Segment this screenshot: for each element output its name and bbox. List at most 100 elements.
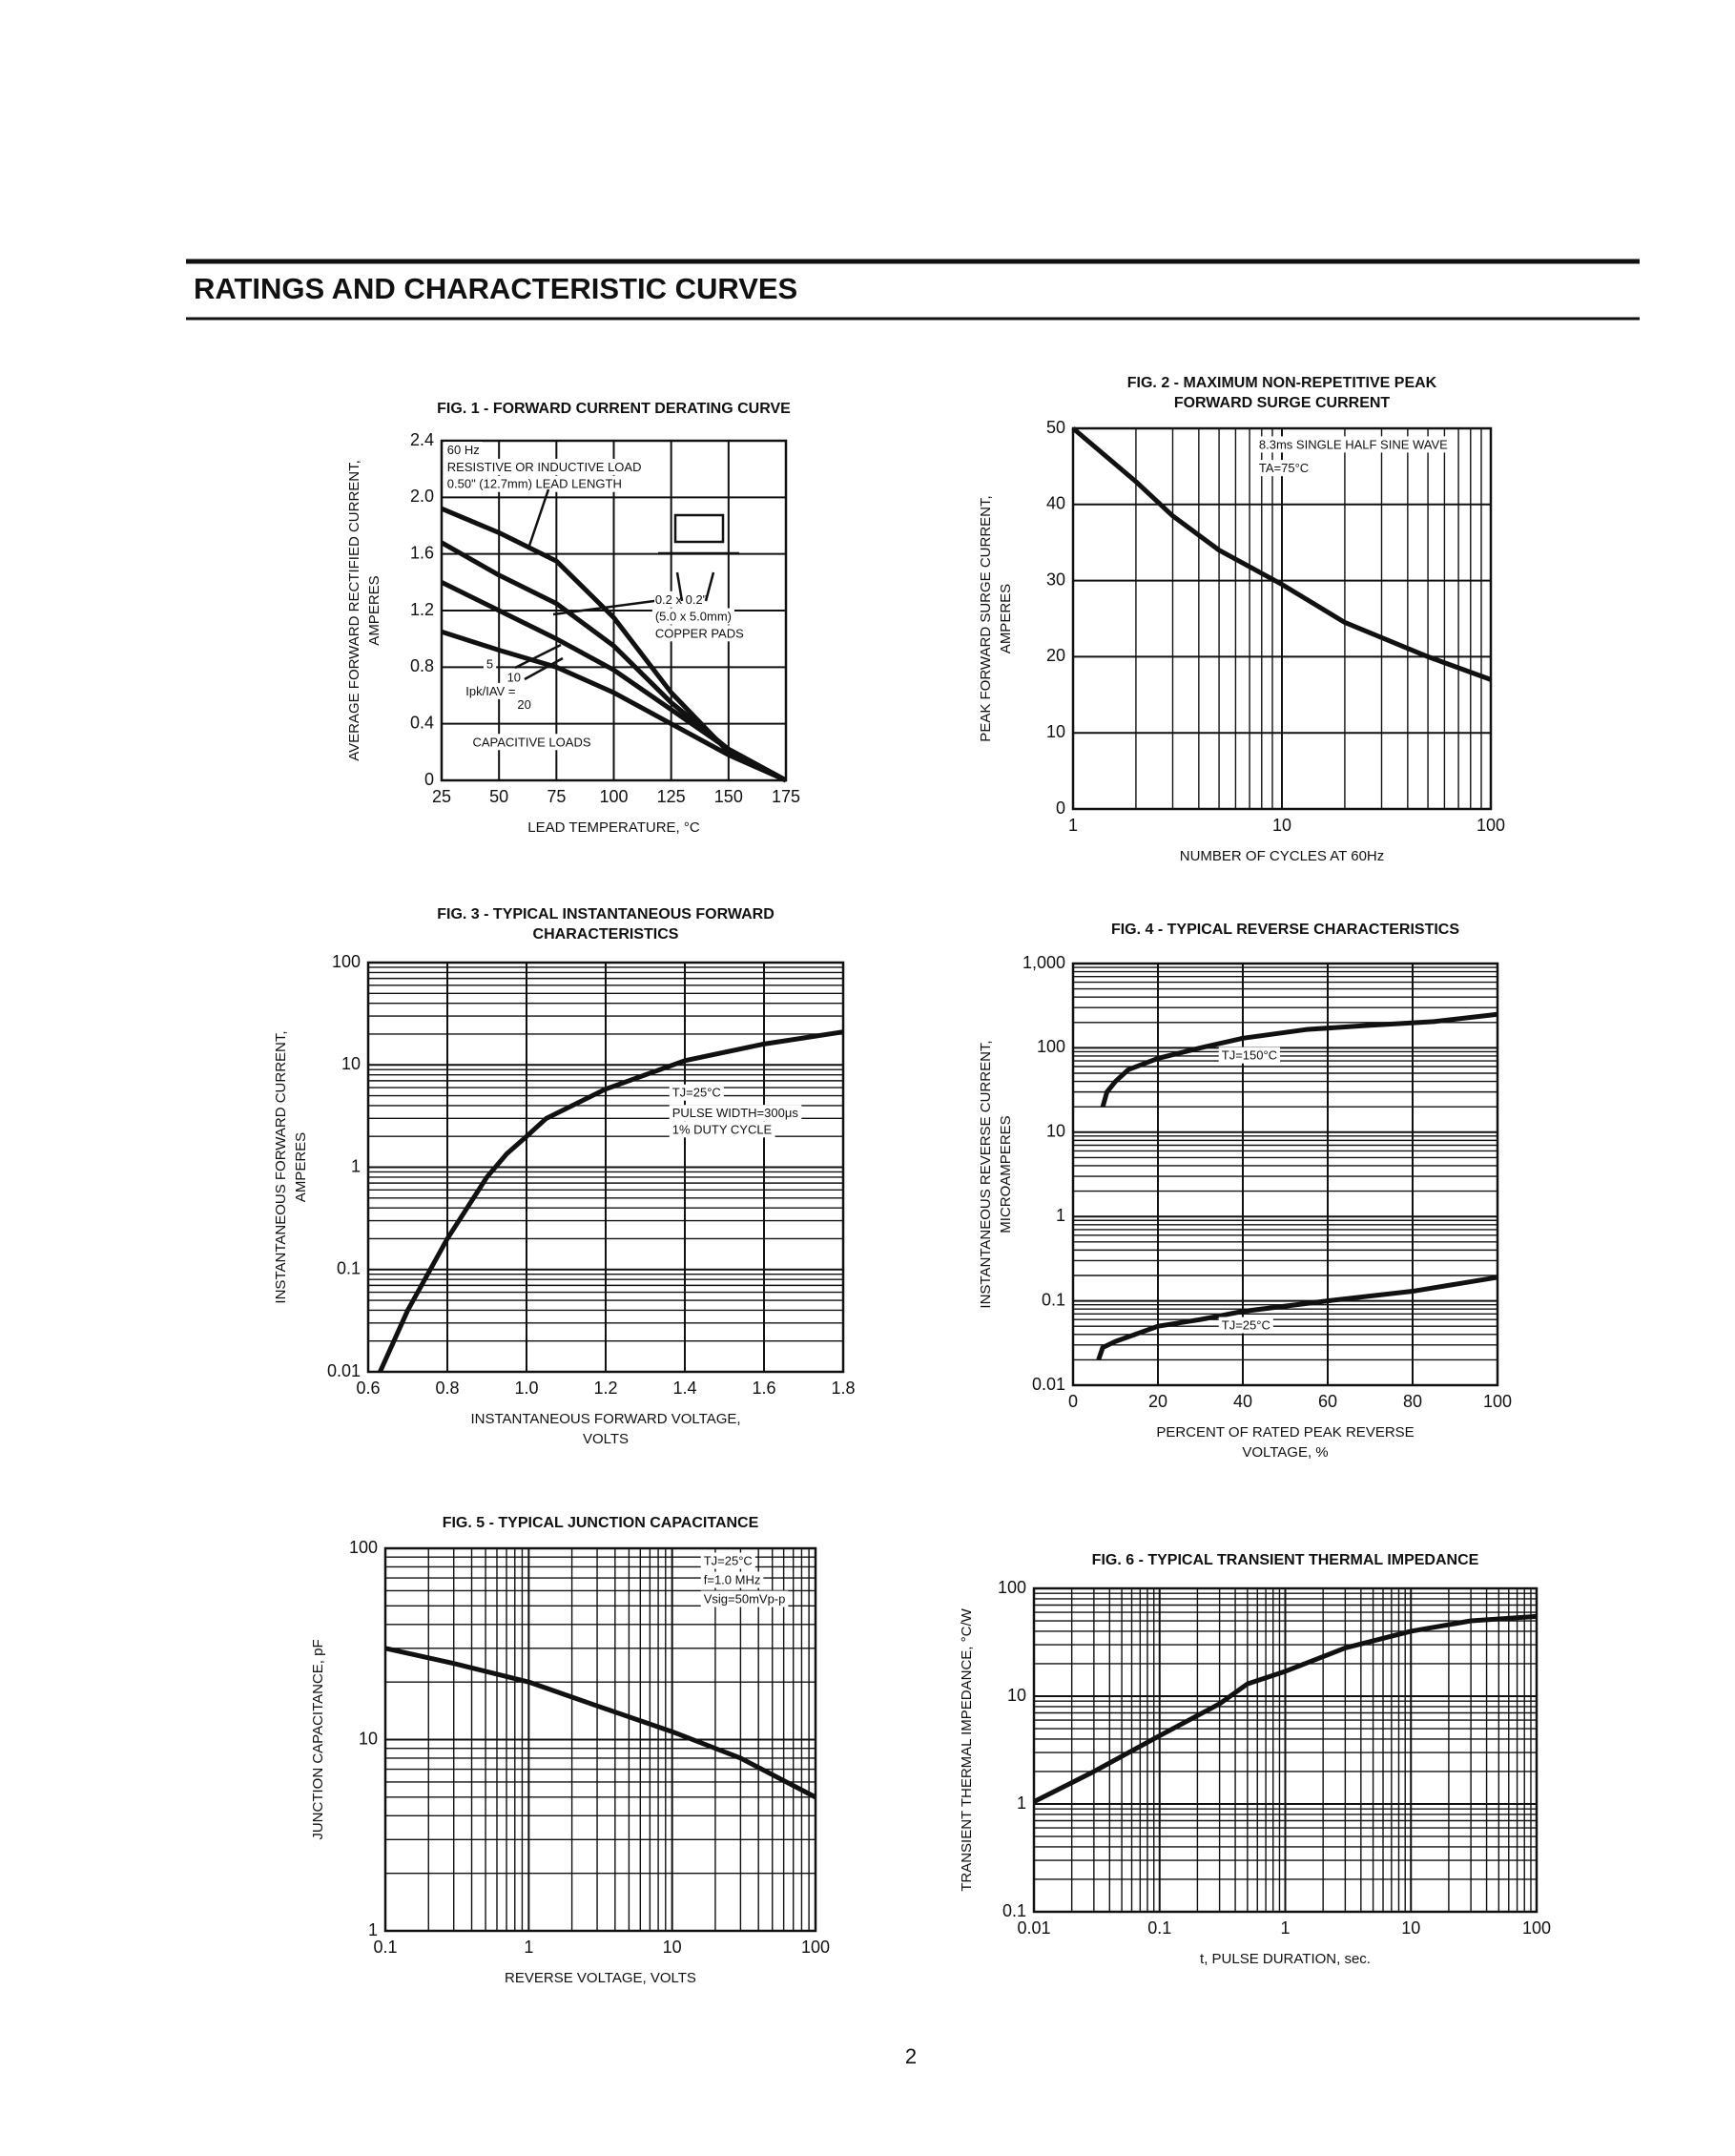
annotation-box <box>700 1590 789 1607</box>
annotation-box <box>483 655 497 673</box>
x-tick-label: 150 <box>714 787 743 806</box>
x-tick-label: 1.0 <box>514 1379 538 1398</box>
annotation-box <box>651 608 735 625</box>
x-axis-label: VOLTS <box>583 1431 629 1447</box>
y-tick-label: 1 <box>1056 1206 1065 1225</box>
y-axis-label: PEAK FORWARD SURGE CURRENT, <box>978 495 994 741</box>
x-tick-label: 0.1 <box>1147 1918 1171 1938</box>
annotation: TJ=25°C <box>672 1086 721 1100</box>
x-axis-label: t, PULSE DURATION, sec. <box>1200 1951 1371 1967</box>
annotation: RESISTIVE OR INDUCTIVE LOAD <box>447 460 642 474</box>
annotation-box <box>669 1084 724 1101</box>
x-tick-label: 125 <box>657 787 686 806</box>
annotation: (5.0 x 5.0mm) <box>655 610 732 624</box>
x-tick-label: 20 <box>1148 1392 1167 1411</box>
x-tick-label: 1.4 <box>672 1379 696 1398</box>
x-axis-label: VOLTAGE, % <box>1242 1444 1328 1461</box>
annotation-box <box>469 734 594 751</box>
annotation-box <box>504 669 525 686</box>
chart-title: FIG. 5 - TYPICAL JUNCTION CAPACITANCE <box>443 1515 759 1531</box>
x-axis-label: NUMBER OF CYCLES AT 60Hz <box>1180 848 1385 864</box>
y-axis-label: AMPERES <box>366 575 382 645</box>
y-tick-label: 100 <box>332 952 361 971</box>
x-tick-label: 100 <box>1477 816 1505 835</box>
arrow <box>704 571 715 602</box>
x-tick-label: 80 <box>1403 1392 1422 1411</box>
x-tick-label: 25 <box>432 787 451 806</box>
x-axis-label: REVERSE VOLTAGE, VOLTS <box>505 1970 696 1986</box>
x-tick-label: 0.8 <box>435 1379 459 1398</box>
y-tick-label: 2.4 <box>410 430 434 449</box>
annotation: TA=75°C <box>1259 461 1309 475</box>
y-axis-label: INSTANTANEOUS REVERSE CURRENT, <box>978 1040 994 1308</box>
page-number: 2 <box>905 2044 917 2068</box>
y-axis-label: TRANSIENT THERMAL IMPEDANCE, °C/W <box>959 1607 975 1891</box>
y-tick-label: 50 <box>1046 418 1065 437</box>
x-tick-label: 50 <box>489 787 508 806</box>
y-tick-label: 1.2 <box>410 600 434 619</box>
annotation: f=1.0 MHz <box>704 1573 761 1587</box>
annotation-box <box>444 442 483 459</box>
x-tick-label: 1.8 <box>831 1379 855 1398</box>
annotation-box <box>444 475 625 492</box>
annotation-box <box>463 682 519 699</box>
chart-title: FIG. 3 - TYPICAL INSTANTANEOUS FORWARD <box>437 906 775 923</box>
arrow <box>524 656 564 681</box>
y-tick-label: 0.1 <box>1002 1901 1026 1920</box>
y-tick-label: 100 <box>1037 1037 1065 1056</box>
arrow <box>527 488 550 547</box>
arrow <box>675 571 684 602</box>
y-tick-label: 1,000 <box>1022 953 1065 972</box>
annotation: 10 <box>507 671 521 685</box>
y-tick-label: 1 <box>368 1920 378 1939</box>
data-line <box>1100 1011 1498 1108</box>
x-tick-label: 100 <box>599 787 628 806</box>
y-tick-label: 0.01 <box>327 1361 361 1380</box>
data-line <box>441 629 788 783</box>
y-tick-label: 10 <box>341 1054 361 1073</box>
arrow <box>552 599 655 616</box>
annotation: CAPACITIVE LOADS <box>472 735 590 749</box>
x-tick-label: 75 <box>547 787 566 806</box>
plot-frame <box>1032 1586 1539 1914</box>
annotation: COPPER PADS <box>655 626 744 640</box>
x-axis-label: LEAD TEMPERATURE, °C <box>527 819 700 836</box>
annotation: 5 <box>486 656 493 671</box>
y-tick-label: 10 <box>1007 1686 1026 1705</box>
annotation-box <box>1255 436 1452 453</box>
x-tick-label: 1 <box>1280 1918 1290 1938</box>
chart-title: FIG. 2 - MAXIMUM NON-REPETITIVE PEAK <box>1127 375 1437 391</box>
plot-frame <box>383 1546 817 1933</box>
y-tick-label: 0.8 <box>410 656 434 675</box>
annotation: 60 Hz <box>447 443 480 457</box>
annotation: 8.3ms SINGLE HALF SINE WAVE <box>1259 437 1448 451</box>
annotation-box <box>1255 460 1312 477</box>
y-tick-label: 2.0 <box>410 487 434 506</box>
x-tick-label: 0.6 <box>356 1379 380 1398</box>
annotation: Ipk/IAV = <box>465 684 515 698</box>
y-axis-label: JUNCTION CAPACITANCE, pF <box>310 1639 326 1839</box>
annotation: 0.50" (12.7mm) LEAD LENGTH <box>447 477 622 491</box>
x-tick-label: 100 <box>1522 1918 1551 1938</box>
y-axis-label: AVERAGE FORWARD RECTIFIED CURRENT, <box>346 460 362 761</box>
label-box <box>1218 1047 1281 1064</box>
plot-frame <box>366 961 845 1374</box>
x-tick-label: 1.2 <box>593 1379 617 1398</box>
x-tick-label: 0.01 <box>1017 1918 1050 1938</box>
y-tick-label: 1 <box>1017 1793 1026 1813</box>
data-line <box>384 1646 817 1800</box>
y-tick-label: 20 <box>1046 646 1065 665</box>
annotation-box <box>444 458 645 475</box>
arrow <box>514 643 562 670</box>
series-label: TJ=150°C <box>1222 1048 1277 1063</box>
x-tick-label: 10 <box>1401 1918 1420 1938</box>
y-tick-label: 0.1 <box>1042 1290 1065 1309</box>
y-tick-label: 30 <box>1046 570 1065 589</box>
chart: 0 20 40 60 80 100 0.01 0.1 1 10 100 1,000 TJ=150°C TJ… <box>978 922 1512 1461</box>
plot-area <box>1073 964 1497 1385</box>
annotation: 20 <box>517 697 530 712</box>
x-tick-label: 1.6 <box>752 1379 775 1398</box>
x-tick-label: 100 <box>801 1938 830 1957</box>
